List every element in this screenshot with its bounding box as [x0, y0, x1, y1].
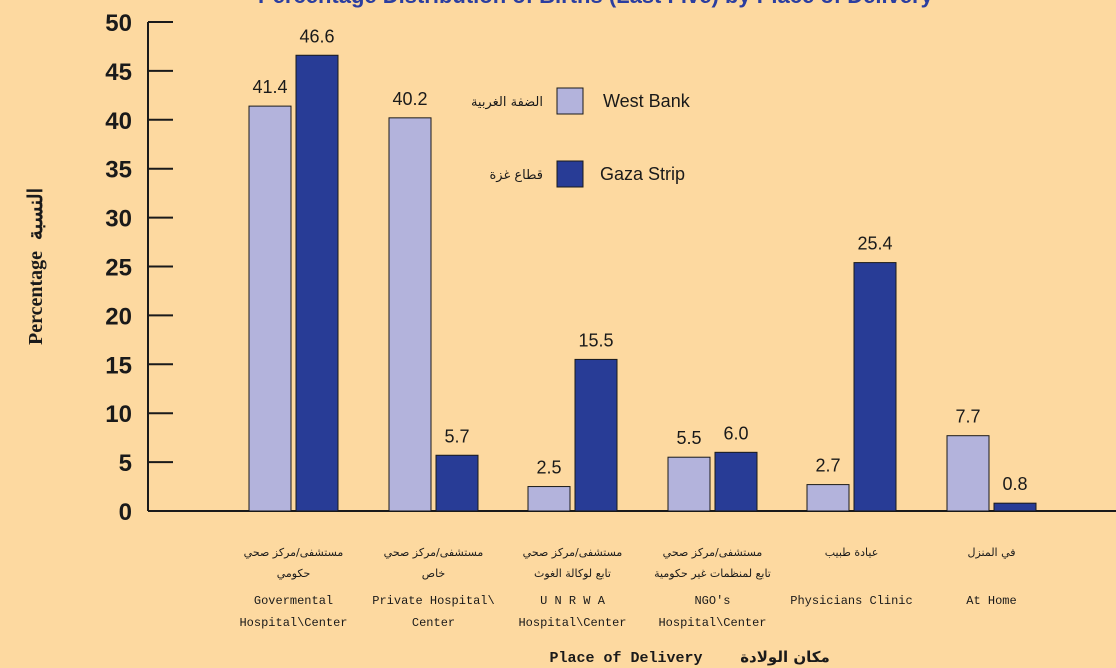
legend-west-bank-label-ar: الضفة الغربية	[471, 95, 543, 110]
data-label: 40.2	[392, 89, 427, 109]
category-label: Physicians Clinic	[790, 594, 912, 608]
category-label-ar: في المنزل	[967, 546, 1015, 559]
category-label-ar: تابع لوكالة الغوث	[534, 567, 611, 580]
category-label: NGO's	[694, 594, 730, 608]
data-label: 6.0	[723, 423, 748, 443]
y-tick-label: 10	[105, 401, 132, 428]
category-label: Hospital\Center	[239, 616, 347, 630]
x-axis-label: Place of Delivery	[549, 650, 702, 667]
data-label: 5.7	[444, 426, 469, 446]
y-tick-label: 45	[105, 59, 132, 86]
legend-gaza-strip-label-ar: قطاع غزة	[489, 168, 543, 183]
data-label: 41.4	[252, 77, 287, 97]
x-axis-label-ar: مكان الولادة	[740, 648, 830, 666]
bar-west-bank	[388, 117, 432, 512]
category-label-ar: خاص	[422, 567, 445, 580]
y-tick-label: 30	[105, 206, 132, 233]
category-label: Center	[412, 616, 455, 630]
y-axis-label: Percentage	[25, 251, 47, 345]
y-tick-label: 15	[105, 352, 132, 379]
category-label: Hospital\Center	[518, 616, 626, 630]
bar-gaza-strip	[574, 358, 618, 512]
category-label: U N R W A	[540, 594, 606, 608]
category-label: At Home	[966, 594, 1016, 608]
data-label: 5.5	[676, 428, 701, 448]
bar-gaza-strip	[435, 454, 479, 512]
y-tick-label: 20	[105, 303, 132, 330]
category-label: Govermental	[254, 594, 333, 608]
legend-west-bank-label: West Bank	[603, 91, 691, 111]
data-label: 25.4	[857, 234, 892, 254]
data-label: 2.7	[815, 456, 840, 476]
y-tick-label: 0	[119, 499, 132, 526]
chart-title: Percentage Distribution of Births (Last …	[258, 0, 934, 8]
category-label: Hospital\Center	[658, 616, 766, 630]
bar-west-bank	[946, 435, 990, 512]
category-label-ar: عيادة طبيب	[825, 546, 879, 559]
category-label-ar: مستشفى/مركز صحي	[244, 546, 344, 559]
data-label: 7.7	[955, 407, 980, 427]
category-label: Private Hospital\	[372, 594, 494, 608]
category-label-ar: مستشفى/مركز صحي	[523, 546, 623, 559]
legend-gaza-strip-label: Gaza Strip	[600, 164, 685, 184]
category-label-ar: تابع لمنظمات غير حكومية	[654, 567, 771, 580]
legend-west-bank-swatch	[556, 87, 584, 115]
bar-gaza-strip	[853, 262, 897, 512]
bar-west-bank	[527, 486, 571, 512]
category-label-ar: مستشفى/مركز صحي	[384, 546, 484, 559]
y-tick-label: 5	[119, 450, 132, 477]
y-tick-label: 50	[105, 10, 132, 37]
data-label: 46.6	[299, 26, 334, 46]
category-label-ar: حكومي	[277, 567, 311, 580]
bar-west-bank	[806, 484, 850, 512]
bar-gaza-strip	[714, 451, 758, 512]
bar-gaza-strip	[295, 54, 339, 512]
y-tick-label: 40	[105, 108, 132, 135]
legend-gaza-strip-swatch	[556, 160, 584, 188]
data-label: 2.5	[536, 458, 561, 478]
bar-gaza-strip	[993, 502, 1037, 512]
data-label: 15.5	[578, 330, 613, 350]
bar-west-bank	[667, 456, 711, 512]
data-label: 0.8	[1002, 474, 1027, 494]
y-tick-label: 35	[105, 157, 132, 184]
category-label-ar: مستشفى/مركز صحي	[663, 546, 763, 559]
bar-west-bank	[248, 105, 292, 512]
y-tick-label: 25	[105, 255, 132, 282]
y-axis-label-ar: النسبة	[25, 188, 47, 240]
